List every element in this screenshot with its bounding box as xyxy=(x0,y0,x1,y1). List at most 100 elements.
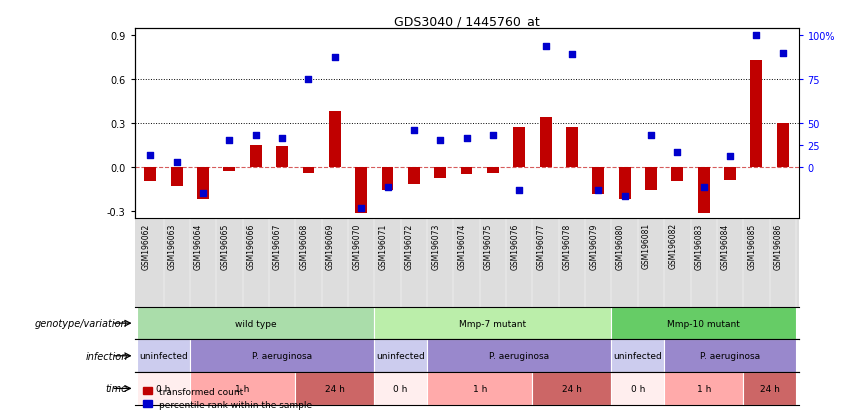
Bar xyxy=(144,167,156,182)
Text: GSM196062: GSM196062 xyxy=(141,223,150,269)
Text: GSM196066: GSM196066 xyxy=(247,223,256,269)
Point xyxy=(697,185,711,191)
Text: uninfected: uninfected xyxy=(377,351,425,361)
Bar xyxy=(645,167,657,191)
Bar xyxy=(698,167,710,214)
Legend: transformed count, percentile rank within the sample: transformed count, percentile rank withi… xyxy=(139,383,316,413)
Text: GSM196075: GSM196075 xyxy=(483,223,493,269)
Bar xyxy=(664,339,796,372)
Bar xyxy=(295,372,374,405)
Text: GSM196069: GSM196069 xyxy=(326,223,335,269)
Text: P. aeruginosa: P. aeruginosa xyxy=(490,351,549,361)
Text: GSM196074: GSM196074 xyxy=(457,223,467,269)
Text: GSM196079: GSM196079 xyxy=(589,223,598,269)
Text: 1 h: 1 h xyxy=(696,384,711,393)
Bar xyxy=(532,372,611,405)
Bar xyxy=(592,167,604,195)
Bar xyxy=(137,372,190,405)
Bar xyxy=(540,118,551,167)
Bar xyxy=(223,167,235,172)
Point xyxy=(301,76,315,83)
Point xyxy=(486,132,500,139)
Text: 0 h: 0 h xyxy=(156,384,171,393)
Point xyxy=(565,52,579,58)
Text: GSM196081: GSM196081 xyxy=(642,223,651,269)
Point xyxy=(776,50,790,57)
Text: 1 h: 1 h xyxy=(472,384,487,393)
Text: uninfected: uninfected xyxy=(139,351,187,361)
Bar xyxy=(137,339,190,372)
Bar xyxy=(374,339,427,372)
Bar xyxy=(329,112,341,167)
Text: P. aeruginosa: P. aeruginosa xyxy=(252,351,312,361)
Text: GSM196082: GSM196082 xyxy=(668,223,677,269)
Text: GSM196086: GSM196086 xyxy=(773,223,783,269)
Text: GSM196070: GSM196070 xyxy=(352,223,361,269)
Text: GSM196073: GSM196073 xyxy=(431,223,440,269)
Point xyxy=(618,193,632,200)
Bar xyxy=(611,372,664,405)
Point xyxy=(460,135,474,142)
Bar xyxy=(374,307,611,339)
Text: GSM196071: GSM196071 xyxy=(378,223,387,269)
Bar xyxy=(382,167,393,191)
Text: 24 h: 24 h xyxy=(760,384,779,393)
Bar xyxy=(427,339,611,372)
Bar xyxy=(250,145,261,167)
Bar xyxy=(611,339,664,372)
Point xyxy=(249,132,263,139)
Bar xyxy=(276,147,288,167)
Bar xyxy=(408,167,420,185)
Text: GSM196063: GSM196063 xyxy=(168,223,177,269)
Point xyxy=(512,188,526,194)
Text: P. aeruginosa: P. aeruginosa xyxy=(700,351,760,361)
Point xyxy=(275,135,289,142)
Text: GSM196068: GSM196068 xyxy=(299,223,308,269)
Text: GSM196077: GSM196077 xyxy=(536,223,546,269)
Bar xyxy=(461,167,472,175)
Point xyxy=(670,150,684,156)
Title: GDS3040 / 1445760_at: GDS3040 / 1445760_at xyxy=(394,15,539,28)
Text: GSM196080: GSM196080 xyxy=(615,223,625,269)
Bar xyxy=(171,167,182,186)
Point xyxy=(354,205,368,211)
Bar xyxy=(197,167,209,199)
Text: uninfected: uninfected xyxy=(614,351,662,361)
Text: GSM196065: GSM196065 xyxy=(220,223,229,269)
Text: GSM196067: GSM196067 xyxy=(273,223,282,269)
Bar xyxy=(303,167,314,173)
Point xyxy=(723,154,737,160)
Bar xyxy=(743,372,796,405)
Bar xyxy=(724,167,736,180)
Point xyxy=(591,188,605,194)
Point xyxy=(380,185,394,191)
Point xyxy=(749,33,763,40)
Bar xyxy=(672,167,683,182)
Text: wild type: wild type xyxy=(235,319,277,328)
Point xyxy=(170,160,184,166)
Bar xyxy=(619,167,630,199)
Bar xyxy=(190,372,295,405)
Text: infection: infection xyxy=(86,351,128,361)
Bar xyxy=(664,372,743,405)
Bar xyxy=(513,128,525,167)
Point xyxy=(407,128,421,134)
Text: 0 h: 0 h xyxy=(393,384,408,393)
Text: Mmp-10 mutant: Mmp-10 mutant xyxy=(667,319,740,328)
Text: Mmp-7 mutant: Mmp-7 mutant xyxy=(459,319,527,328)
Point xyxy=(644,132,658,139)
Text: genotype/variation: genotype/variation xyxy=(35,318,128,328)
Text: GSM196085: GSM196085 xyxy=(747,223,756,269)
Bar xyxy=(777,123,789,167)
Text: GSM196064: GSM196064 xyxy=(194,223,203,269)
Bar xyxy=(434,167,446,179)
Text: GSM196078: GSM196078 xyxy=(563,223,572,269)
Bar xyxy=(137,307,374,339)
Text: 24 h: 24 h xyxy=(562,384,582,393)
Point xyxy=(328,55,342,62)
Text: 1 h: 1 h xyxy=(235,384,250,393)
Point xyxy=(222,138,236,145)
Text: GSM196084: GSM196084 xyxy=(721,223,730,269)
Bar xyxy=(566,128,578,167)
Bar xyxy=(611,307,796,339)
